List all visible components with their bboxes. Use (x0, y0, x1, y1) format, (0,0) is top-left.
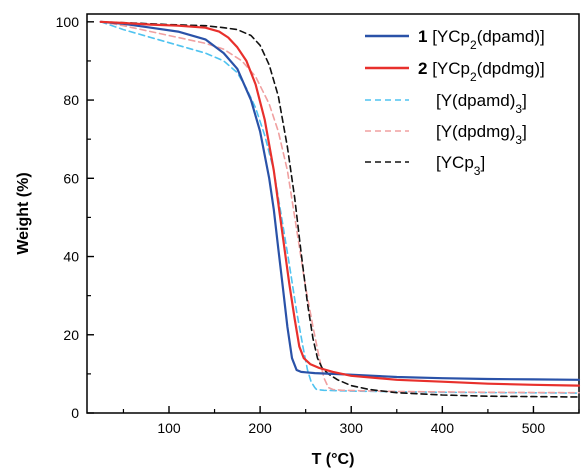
series-line-2 (99, 20, 581, 387)
legend-label-4: [Y(dpdmg)3] (436, 122, 527, 147)
legend-subscript: 3 (515, 102, 522, 116)
legend-text-part: [YCp (436, 153, 474, 172)
y-tick-label: 80 (63, 92, 79, 108)
legend-compound-number: 1 (418, 27, 427, 46)
series-line-1 (99, 20, 581, 381)
legend-text-part: ] (522, 91, 527, 110)
series-layer (99, 20, 581, 398)
legend-label-5: [YCp3] (436, 153, 485, 178)
legend: 1 [YCp2(dpamd)]2 [YCp2(dpdmg)][Y(dpamd)3… (365, 27, 545, 178)
legend-subscript: 2 (470, 70, 477, 84)
series-line-3 (99, 20, 580, 394)
x-tick-label: 500 (522, 420, 546, 436)
legend-label-3: [Y(dpamd)3] (436, 91, 527, 116)
series-line-5 (99, 20, 580, 398)
legend-text-part: [YCp (427, 27, 470, 46)
y-axis-title: Weight (%) (15, 172, 32, 254)
x-tick-label: 200 (248, 420, 272, 436)
legend-text-part: ] (522, 122, 527, 141)
chart-axes: 100 200 300 400 500 0 20 40 60 80 100 (56, 13, 580, 436)
legend-text-part: [YCp (427, 59, 470, 78)
legend-subscript: 3 (474, 164, 481, 178)
y-tick-label: 60 (63, 170, 79, 186)
legend-text-part: ] (480, 153, 485, 172)
legend-subscript: 3 (515, 133, 522, 147)
y-tick-label: 20 (63, 327, 79, 343)
legend-text-part: [Y(dpamd) (436, 91, 515, 110)
plot-frame (86, 13, 580, 414)
legend-compound-number: 2 (418, 59, 427, 78)
x-axis-title: T (°C) (312, 451, 355, 468)
x-tick-label: 100 (157, 420, 181, 436)
legend-label-2: 2 [YCp2(dpdmg)] (418, 59, 545, 84)
legend-text-part: (dpdmg)] (477, 59, 545, 78)
x-tick-label: 300 (340, 420, 364, 436)
y-tick-label: 100 (56, 14, 80, 30)
legend-text-part: (dpamd)] (477, 27, 545, 46)
legend-label-1: 1 [YCp2(dpamd)] (418, 27, 545, 52)
y-tick-label: 40 (63, 249, 79, 265)
series-line-4 (99, 20, 580, 394)
legend-text-part: [Y(dpdmg) (436, 122, 515, 141)
x-tick-label: 400 (431, 420, 455, 436)
y-tick-label: 0 (71, 405, 79, 421)
legend-subscript: 2 (470, 38, 477, 52)
